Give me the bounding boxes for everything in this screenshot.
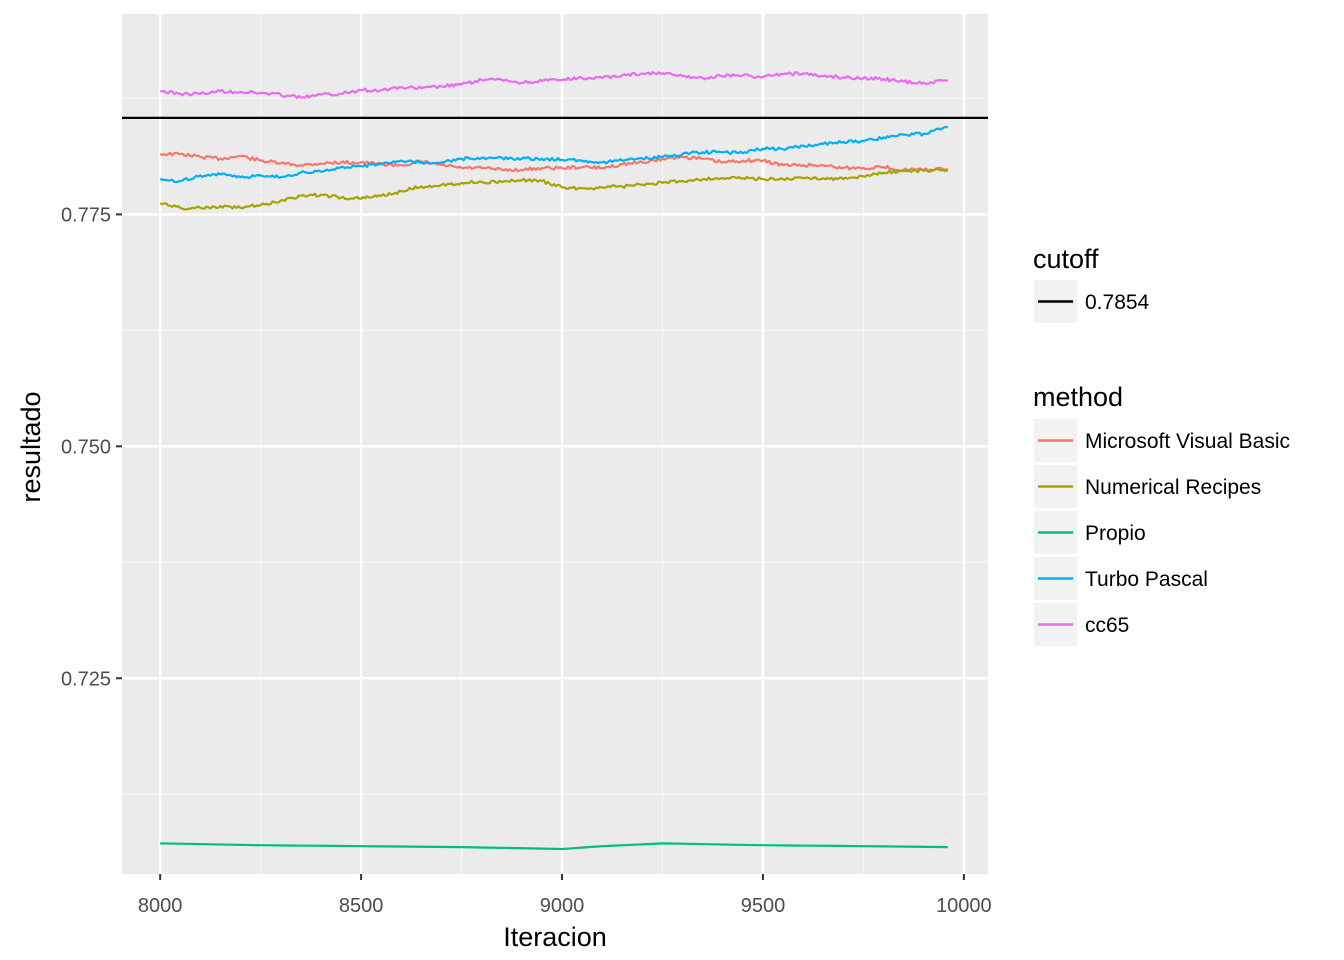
legend-label: cc65 bbox=[1085, 614, 1129, 637]
series-line-numerical-recipes bbox=[159, 167, 949, 211]
method-legend-items: Microsoft Visual Basic Numerical Recipes P… bbox=[1034, 419, 1290, 646]
series-line-propio bbox=[160, 842, 948, 851]
method-legend: method Microsoft Visual Basic Numerical R… bbox=[1033, 382, 1290, 646]
series-line-turbo-pascal bbox=[159, 125, 948, 184]
legend-label: Turbo Pascal bbox=[1085, 568, 1208, 591]
grid-major bbox=[122, 14, 988, 874]
y-tick-label: 0.775 bbox=[61, 204, 111, 226]
legend-label: Numerical Recipes bbox=[1085, 476, 1261, 499]
x-axis: 8000 8500 9000 9500 10000 bbox=[138, 874, 992, 917]
x-axis-title: Iteracion bbox=[503, 922, 607, 952]
cutoff-legend-title: cutoff bbox=[1033, 244, 1099, 274]
x-tick-label: 10000 bbox=[936, 895, 992, 917]
series-layer bbox=[159, 70, 949, 851]
legend-label: Microsoft Visual Basic bbox=[1085, 430, 1290, 453]
y-tick-label: 0.750 bbox=[61, 436, 111, 458]
legend-label: Propio bbox=[1085, 522, 1146, 545]
plot-background bbox=[122, 14, 988, 874]
x-tick-label: 9500 bbox=[741, 895, 786, 917]
x-tick-label: 8000 bbox=[138, 895, 183, 917]
y-axis-title: resultado bbox=[16, 391, 46, 502]
series-line-cc65 bbox=[159, 70, 949, 100]
y-axis: 0.725 0.750 0.775 bbox=[61, 204, 122, 690]
x-tick-label: 8500 bbox=[339, 895, 384, 917]
x-tick-label: 9000 bbox=[540, 895, 585, 917]
y-tick-label: 0.725 bbox=[61, 668, 111, 690]
cutoff-legend: cutoff 0.7854 bbox=[1033, 244, 1150, 323]
method-legend-title: method bbox=[1033, 382, 1123, 412]
cutoff-legend-label: 0.7854 bbox=[1085, 291, 1150, 314]
series-line-microsoft-visual-basic bbox=[159, 151, 949, 173]
